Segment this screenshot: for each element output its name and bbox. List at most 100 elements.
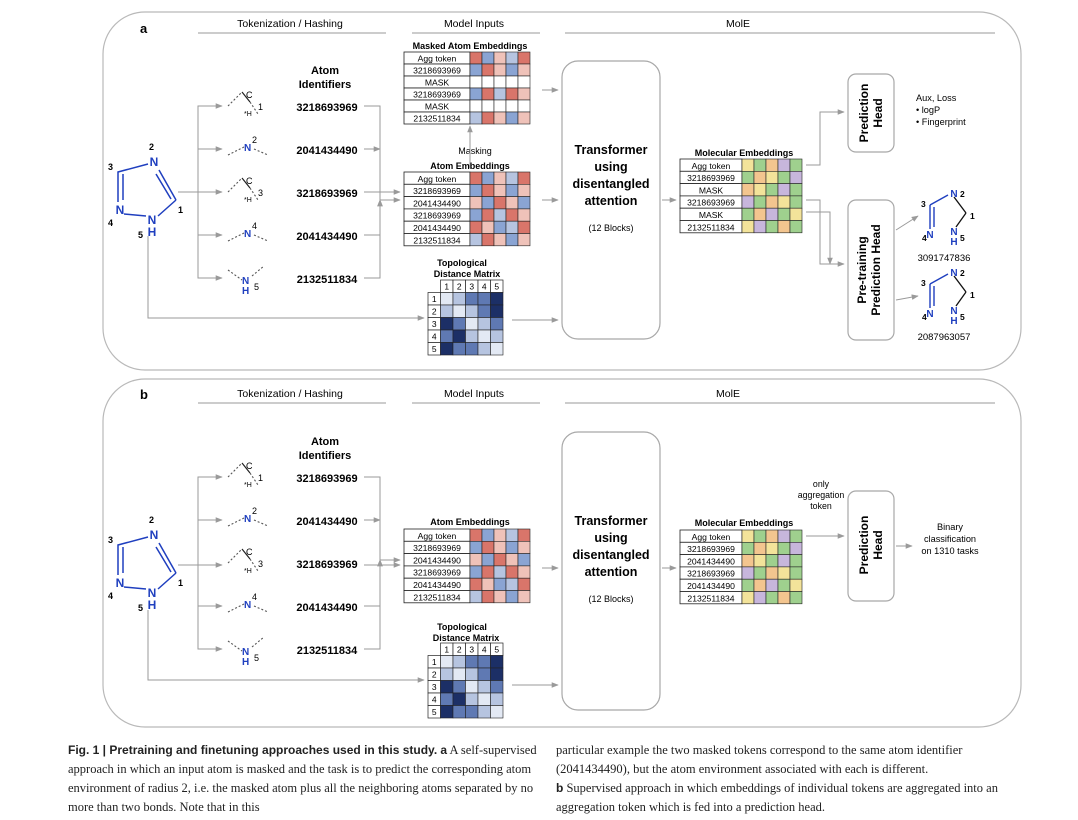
embedding-row-label: 2041434490	[687, 556, 735, 566]
matrix-cell	[452, 342, 466, 356]
matrix-cell	[465, 680, 479, 694]
embedding-cell	[789, 578, 803, 592]
embedding-row-label: 3218693969	[413, 211, 461, 221]
transformer-box-b	[561, 431, 661, 711]
bond	[955, 291, 967, 307]
prediction-head-box-b	[847, 490, 895, 602]
embedding-row-label: 2041434490	[687, 581, 735, 591]
matrix-cell	[490, 342, 504, 356]
embedding-cell	[517, 577, 531, 591]
ring-number: 2	[960, 189, 965, 199]
arrows-a	[147, 87, 919, 323]
ring-bond	[117, 536, 149, 575]
embedding-cell	[777, 195, 791, 209]
embedding-cell	[505, 87, 519, 101]
embedding-cell	[469, 171, 483, 185]
embedding-cell	[777, 529, 791, 543]
atom-identifiers-heading-a: Atom	[311, 65, 339, 77]
embedding-row-label: 2132511834	[413, 114, 460, 124]
embedding-row-label: MASK	[699, 210, 724, 220]
output-id-1: 3091747836	[918, 253, 971, 264]
embedding-cell	[481, 184, 495, 197]
nitrogen-label: N	[950, 306, 957, 317]
caption-right: particular example the two masked tokens…	[556, 741, 1032, 817]
bond	[155, 546, 172, 573]
ring-number: 4	[108, 218, 113, 228]
caption-a-label: a	[440, 743, 447, 757]
flow-arrow	[178, 474, 223, 566]
matrix-col-header: 1	[444, 645, 449, 655]
nitrogen-label: N	[148, 213, 157, 227]
atom-identifier: 3218693969	[296, 473, 357, 485]
embedding-cell	[753, 158, 767, 172]
matrix-cell	[452, 692, 466, 706]
section-model-inputs-a: Model Inputs	[444, 18, 504, 30]
ring-number: 5	[138, 230, 143, 240]
transformer-text-line: disentangled	[572, 177, 649, 191]
matrix-col-header: 1	[444, 282, 449, 292]
binary-line: Binary	[937, 522, 963, 532]
embedding-cell	[753, 529, 767, 543]
atom-number: 5	[254, 653, 259, 663]
hydrogen-sub: *H	[244, 197, 252, 204]
transformer-text-line: Transformer	[575, 514, 648, 528]
bond	[227, 640, 243, 652]
embedding-cell	[481, 233, 495, 247]
matrix-cell	[452, 317, 466, 331]
embedding-cell	[517, 220, 531, 234]
bond	[251, 265, 265, 277]
embedding-cell	[777, 566, 791, 580]
embedding-cell	[481, 540, 495, 554]
prediction-head-box-a	[847, 73, 895, 153]
embedding-cell	[481, 99, 495, 113]
embedding-cell	[481, 63, 495, 77]
molecular-embeddings-title-a: Molecular Embeddings	[695, 148, 794, 158]
embedding-cell	[789, 554, 803, 568]
bond	[227, 462, 243, 478]
embedding-cell	[789, 158, 803, 172]
matrix-cell	[440, 304, 454, 318]
bond	[227, 91, 243, 107]
aux-loss-item: Aux, Loss	[916, 93, 957, 103]
bond	[227, 269, 243, 281]
embedding-cell	[505, 75, 519, 89]
transformer-box-a	[561, 60, 661, 340]
embedding-cell	[789, 541, 803, 555]
panel-a: a Tokenization / Hashing Model Inputs Mo…	[102, 11, 1022, 371]
embedding-cell	[741, 207, 755, 221]
embedding-cell	[493, 111, 507, 125]
nitrogen-label: N	[150, 528, 159, 542]
embedding-cell	[493, 220, 507, 234]
ring-number: 2	[149, 142, 154, 152]
ring-number: 3	[921, 199, 926, 209]
embedding-cell	[493, 99, 507, 113]
bond	[123, 586, 147, 590]
hydrogen-label: H	[148, 598, 157, 612]
atom-number: 2	[252, 135, 257, 145]
flow-arrow	[806, 211, 833, 265]
bond	[249, 101, 259, 115]
embedding-cell	[493, 75, 507, 89]
section-model-inputs-b: Model Inputs	[444, 388, 504, 400]
embedding-cell	[517, 99, 531, 113]
matrix-cell	[477, 317, 491, 331]
embedding-cell	[505, 171, 519, 185]
hydrogen-label: H	[242, 657, 249, 668]
nitrogen-label: N	[926, 230, 933, 241]
embedding-cell	[505, 233, 519, 247]
binary-line: classification	[924, 534, 976, 544]
caption-a-text: A self-supervised approach in which an i…	[68, 743, 537, 814]
identifier-list-a: 3218693969 2041434490 3218693969 2041434490…	[296, 102, 358, 286]
bond	[953, 275, 967, 293]
bond	[241, 177, 251, 189]
hydrogen-label: H	[950, 316, 957, 327]
embedding-row-label: 2041434490	[413, 580, 461, 590]
embedding-cell	[765, 220, 779, 234]
matrix-row-header: 3	[432, 319, 437, 329]
atom-number: 2	[252, 506, 257, 516]
atom-identifier: 2041434490	[296, 145, 357, 157]
ring-number: 5	[960, 233, 965, 243]
embedding-cell	[505, 528, 519, 542]
nitrogen-label: N	[950, 227, 957, 238]
